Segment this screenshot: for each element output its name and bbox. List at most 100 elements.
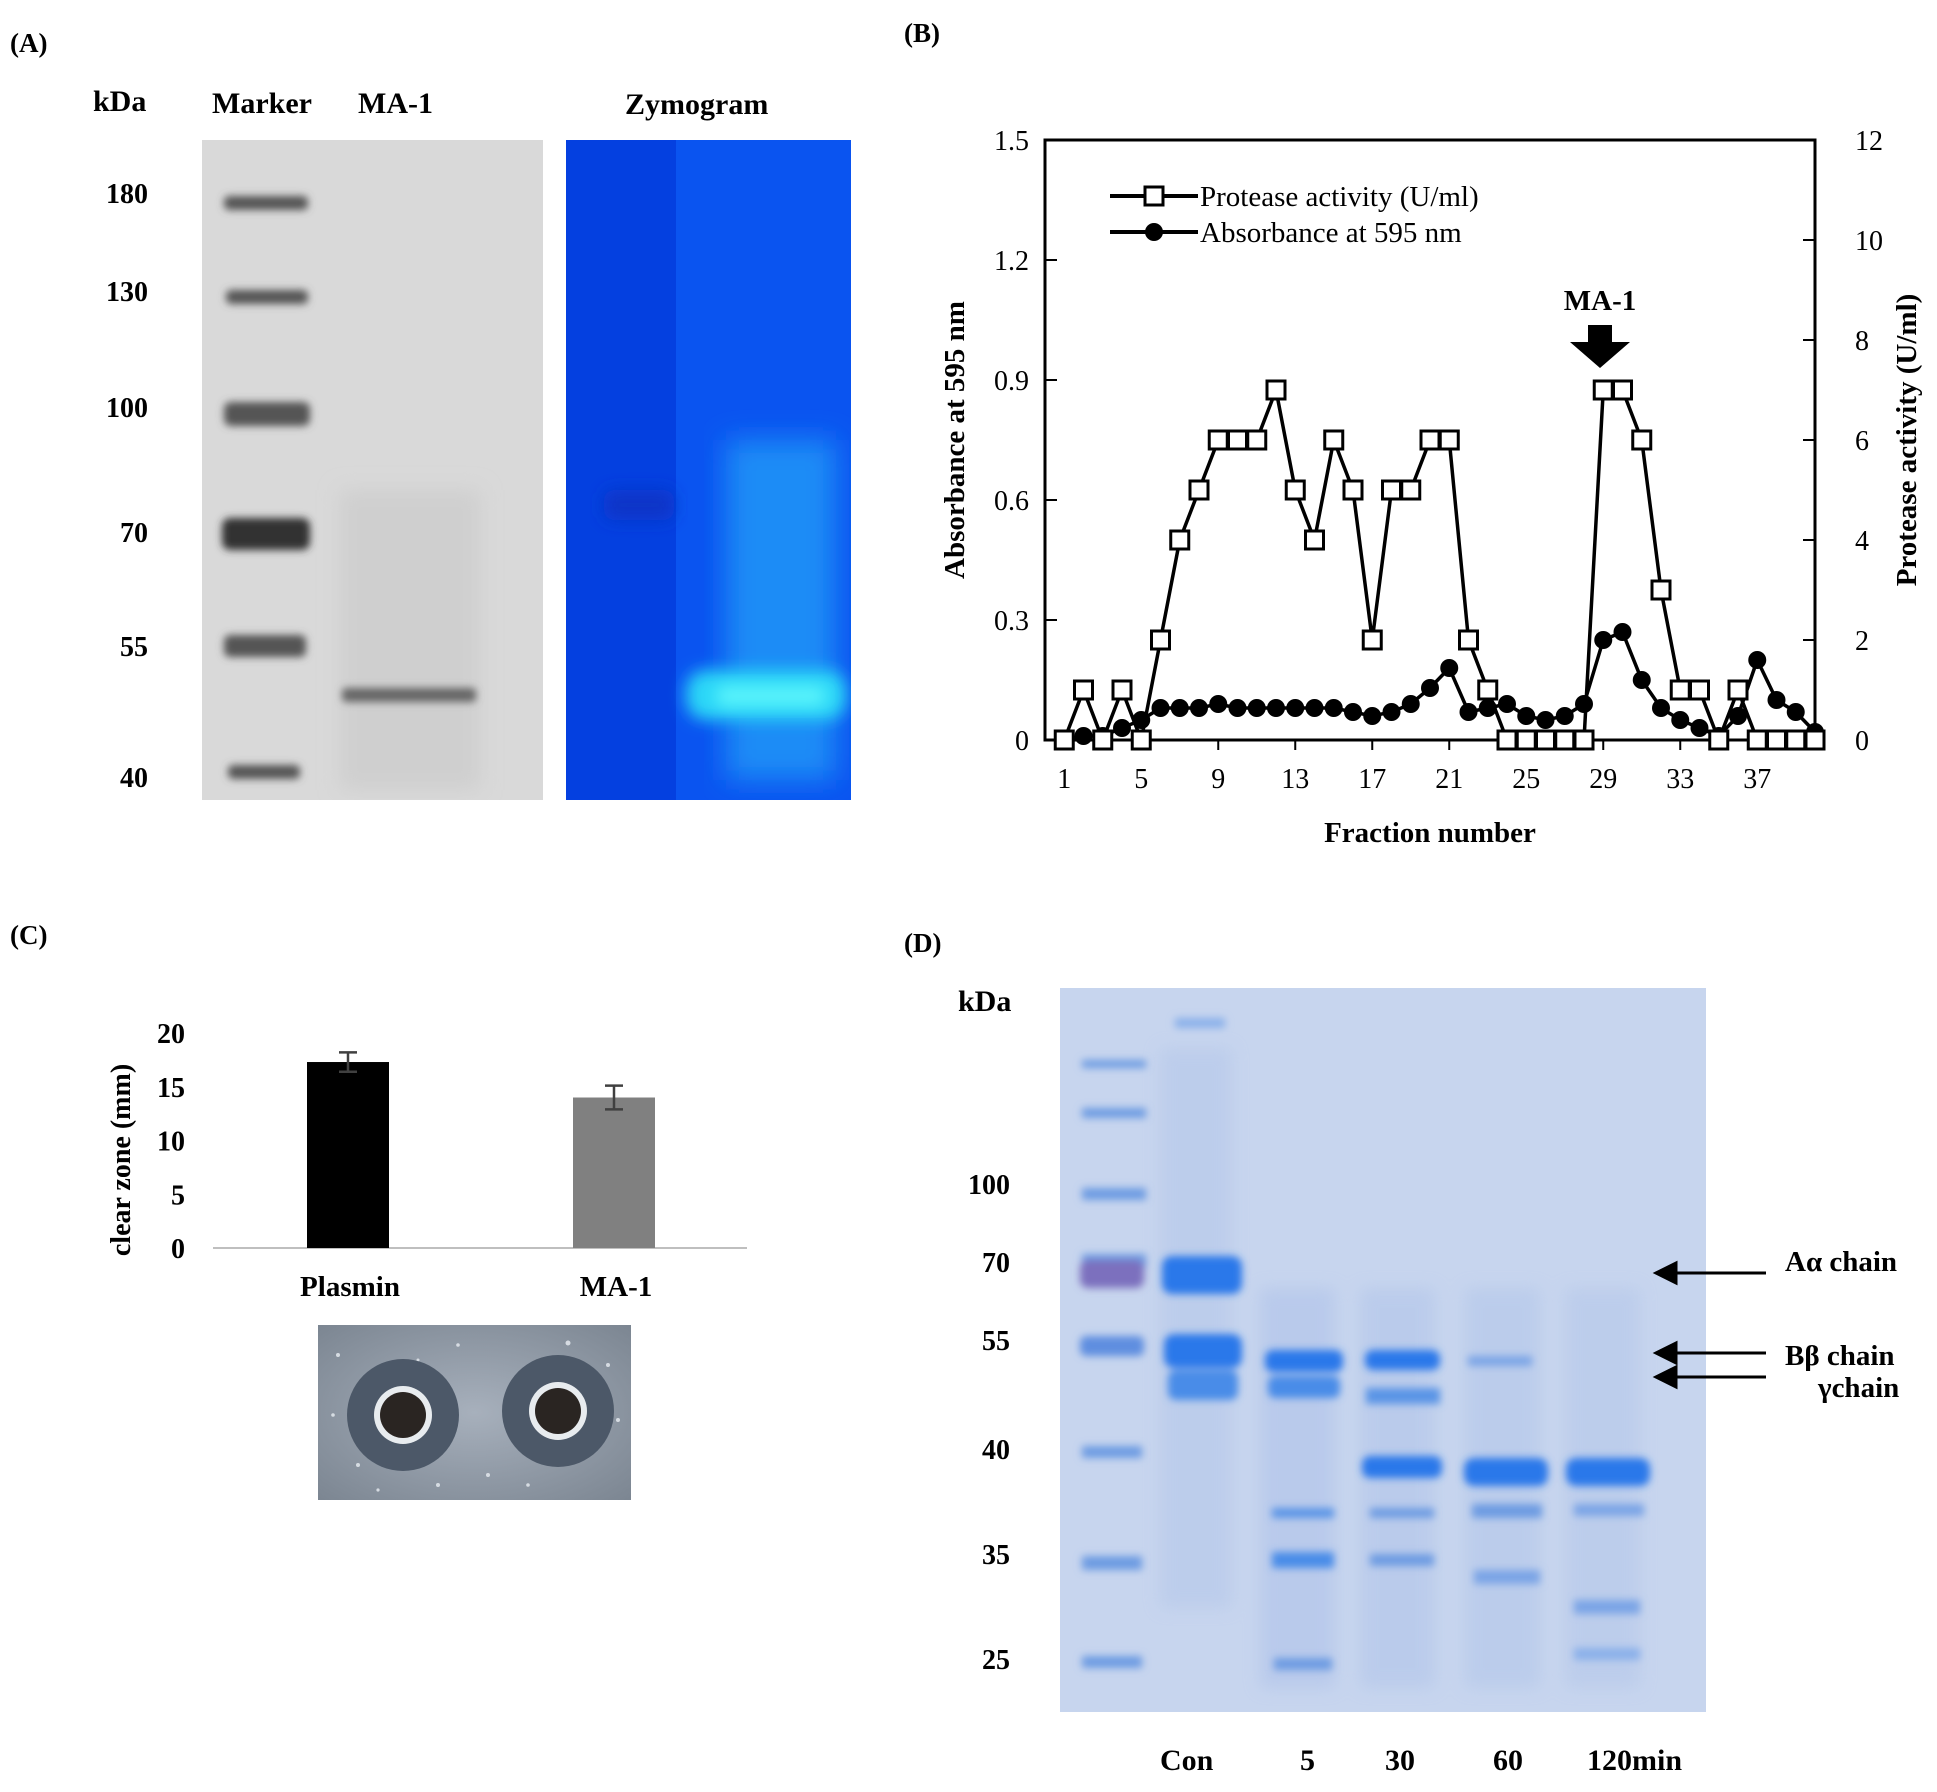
ladder-a-100: 100 — [106, 393, 148, 424]
legend-activity-text: Protease activity (U/ml) — [1200, 181, 1479, 213]
chart-c-category-label: Plasmin — [300, 1271, 400, 1303]
panel-c-label: (C) — [10, 920, 48, 950]
activity-point — [1246, 429, 1268, 451]
gamma-chain-arrowhead-icon — [1652, 1364, 1678, 1390]
chart-c-y-tick-label: 20 — [157, 1019, 185, 1050]
lane-120min-label: 120min — [1587, 1744, 1683, 1777]
chart-b-x-tick-label: 25 — [1512, 764, 1540, 795]
panel-d-label: (D) — [904, 928, 942, 958]
activity-point — [1631, 429, 1653, 451]
activity-point — [1554, 729, 1576, 751]
ladder-a-180: 180 — [106, 179, 148, 210]
alpha-chain-arrowhead-icon — [1652, 1260, 1678, 1286]
activity-point — [1150, 629, 1171, 651]
chart-b-x-tick-label: 29 — [1589, 764, 1617, 795]
chart-b-right-tick-label: 12 — [1855, 126, 1883, 157]
activity-point — [1188, 479, 1210, 501]
absorbance-point — [1517, 707, 1536, 725]
absorbance-point — [1671, 711, 1690, 729]
bar-ma-1 — [573, 1097, 655, 1248]
ma1-down-arrow-icon — [1570, 325, 1630, 368]
chart-c-category-label: MA-1 — [580, 1271, 652, 1303]
activity-point — [1304, 529, 1325, 551]
ladder-d-25: 25 — [982, 1645, 1010, 1676]
absorbance-point — [1132, 711, 1151, 729]
lane-5-label: 5 — [1300, 1744, 1315, 1777]
legend-activity-marker — [1143, 185, 1165, 207]
absorbance-point — [1344, 703, 1362, 721]
activity-point — [1727, 679, 1749, 701]
chart-c-y-tick-label: 10 — [157, 1127, 185, 1158]
ladder-a-55: 55 — [120, 632, 148, 663]
ladder-a-40: 40 — [120, 763, 148, 794]
chart-b-ylabel: Absorbance at 595 nm — [939, 301, 971, 579]
chart-b-right-tick-label: 8 — [1855, 326, 1869, 357]
chart-c-y-tick-label: 15 — [157, 1073, 185, 1104]
clear-zone-chart: 0 5 10 15 20 Plasmin MA-1 clear zone (mm) — [106, 1019, 747, 1303]
chart-b-x-tick-label: 21 — [1435, 764, 1463, 795]
chart-b-right-tick-label: 2 — [1855, 626, 1869, 657]
panel-b-label: (B) — [904, 18, 940, 48]
absorbance-point — [1440, 659, 1459, 677]
lane-marker-label: Marker — [212, 87, 312, 120]
absorbance-point — [1074, 727, 1093, 745]
activity-point — [1361, 629, 1383, 651]
beta-chain-label: Bβ chain — [1785, 1340, 1895, 1372]
chart-b-x-tick-label: 37 — [1743, 764, 1771, 795]
lane-ma1-label: MA-1 — [358, 87, 433, 120]
absorbance-point — [1613, 623, 1632, 641]
activity-point — [1323, 429, 1345, 451]
chart-c-y-tick-label: 5 — [171, 1180, 185, 1211]
chart-b-left-tick-label: 1.5 — [994, 126, 1029, 157]
activity-point — [1169, 529, 1191, 551]
absorbance-point — [1652, 699, 1670, 717]
absorbance-point — [1401, 695, 1420, 713]
activity-point — [1381, 479, 1402, 501]
absorbance-point — [1729, 707, 1747, 725]
absorbance-point — [1421, 679, 1439, 697]
absorbance-point — [1151, 699, 1170, 717]
activity-point — [1400, 479, 1422, 501]
absorbance-point — [1536, 711, 1555, 729]
absorbance-point — [1690, 719, 1709, 737]
absorbance-point — [1555, 707, 1574, 725]
activity-point — [1342, 479, 1364, 501]
ladder-a-70: 70 — [120, 518, 148, 549]
ladder-a-130: 130 — [106, 277, 148, 308]
activity-point — [1804, 729, 1826, 751]
lane-30-label: 30 — [1385, 1744, 1415, 1777]
absorbance-point — [1190, 699, 1208, 717]
activity-point — [1111, 679, 1133, 701]
ladder-d-70: 70 — [982, 1248, 1010, 1279]
zymogram-image — [566, 140, 851, 800]
absorbance-point — [1632, 671, 1651, 689]
chart-b-right-tick-label: 0 — [1855, 726, 1869, 757]
sds-page-gel — [202, 140, 543, 800]
lane-con-label: Con — [1160, 1744, 1214, 1777]
absorbance-point — [1305, 699, 1324, 717]
absorbance-point — [1228, 699, 1247, 717]
series-absorbance-line — [1063, 629, 1817, 742]
chart-b-left-tick-label: 1.2 — [994, 246, 1029, 277]
absorbance-point — [1575, 695, 1593, 713]
activity-point — [1689, 679, 1710, 701]
absorbance-point — [1786, 703, 1805, 721]
activity-point — [1573, 729, 1595, 751]
ladder-d-100: 100 — [968, 1170, 1010, 1201]
chart-b-x-tick-label: 33 — [1666, 764, 1694, 795]
activity-point — [1766, 729, 1787, 751]
absorbance-point — [1478, 699, 1497, 717]
activity-point — [1612, 379, 1633, 401]
activity-point — [1515, 729, 1537, 751]
activity-point — [1708, 729, 1730, 751]
absorbance-point — [1363, 707, 1382, 725]
legend-absorbance-marker — [1145, 223, 1163, 241]
activity-point — [1785, 729, 1807, 751]
activity-point — [1265, 379, 1287, 401]
chart-b-right-tick-label: 6 — [1855, 426, 1869, 457]
absorbance-point — [1748, 651, 1767, 669]
activity-point — [1073, 679, 1094, 701]
activity-point — [1227, 429, 1248, 451]
ladder-d-55: 55 — [982, 1326, 1010, 1357]
chart-b-right-tick-label: 10 — [1855, 226, 1883, 257]
